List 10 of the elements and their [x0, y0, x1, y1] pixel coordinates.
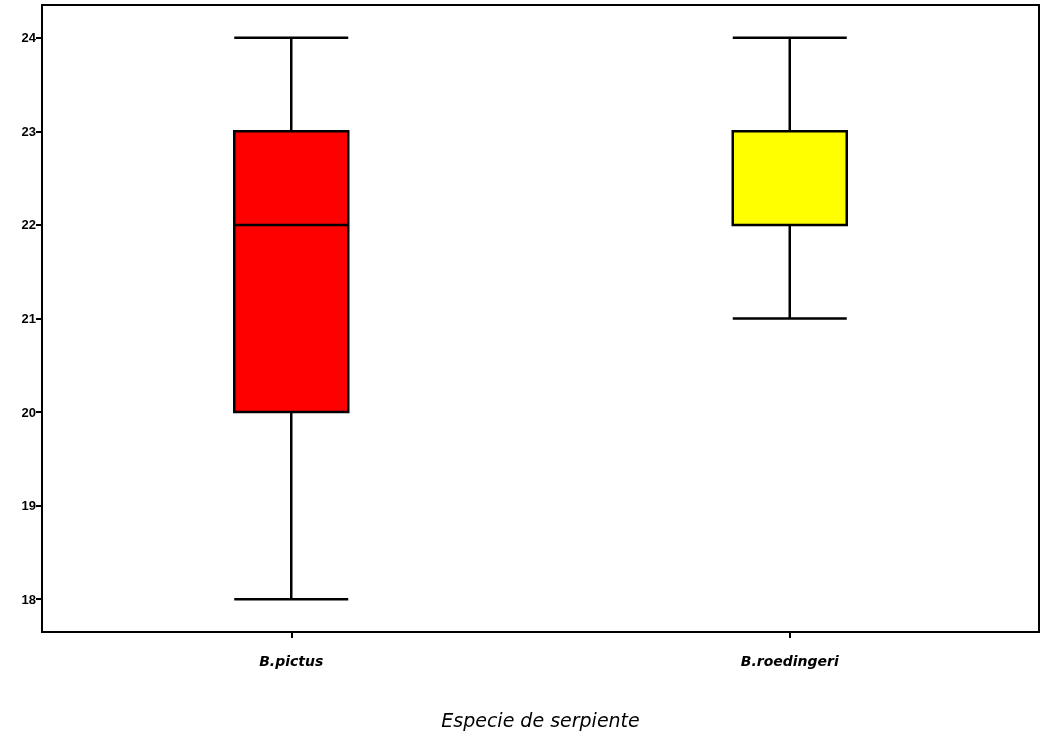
y-tick-label: 24 — [21, 30, 37, 46]
y-tick-label: 21 — [21, 311, 36, 326]
y-tick-label: 18 — [21, 591, 36, 607]
y-tick-label: 22 — [21, 217, 36, 233]
x-axis-title: Especie de serpiente — [441, 708, 640, 731]
y-tick-label: 19 — [21, 498, 36, 514]
x-tick-label: B.pictus — [259, 653, 324, 669]
y-tick-label: 23 — [21, 123, 36, 139]
x-tick-label: B.roedingeri — [740, 653, 839, 669]
y-tick-label: 20 — [21, 404, 36, 420]
